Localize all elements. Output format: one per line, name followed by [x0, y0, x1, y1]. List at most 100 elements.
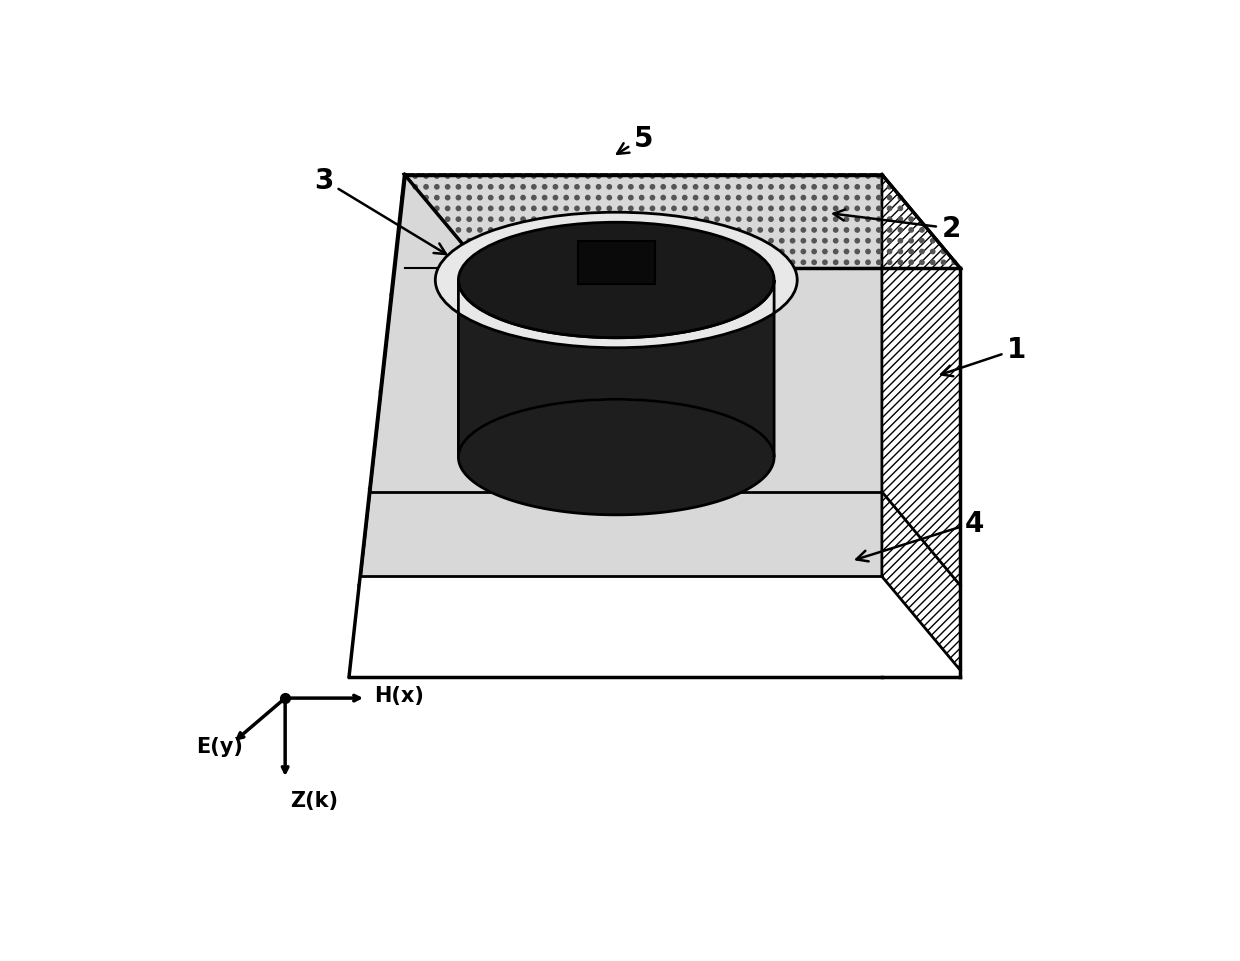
Circle shape	[713, 616, 718, 621]
Circle shape	[433, 670, 438, 675]
Circle shape	[456, 207, 460, 211]
Circle shape	[779, 562, 782, 567]
Circle shape	[595, 283, 599, 286]
Circle shape	[769, 229, 774, 233]
Circle shape	[412, 573, 415, 578]
Circle shape	[683, 239, 687, 244]
Circle shape	[811, 380, 815, 383]
Circle shape	[433, 250, 438, 255]
Circle shape	[487, 229, 491, 233]
Circle shape	[768, 455, 771, 459]
Circle shape	[520, 433, 523, 437]
Circle shape	[724, 433, 729, 437]
Circle shape	[832, 401, 836, 406]
Circle shape	[520, 605, 523, 610]
Circle shape	[433, 659, 438, 664]
Polygon shape	[882, 175, 961, 677]
Circle shape	[671, 530, 675, 534]
Circle shape	[724, 260, 729, 265]
Circle shape	[531, 175, 534, 179]
Circle shape	[433, 638, 438, 642]
Circle shape	[584, 465, 588, 470]
Circle shape	[811, 229, 815, 233]
Circle shape	[627, 229, 631, 233]
Circle shape	[703, 411, 707, 416]
Circle shape	[683, 229, 687, 233]
Circle shape	[487, 477, 491, 480]
Circle shape	[627, 272, 631, 276]
Circle shape	[703, 530, 707, 534]
Circle shape	[790, 175, 795, 179]
Circle shape	[649, 433, 653, 437]
Circle shape	[704, 196, 708, 201]
Circle shape	[379, 477, 383, 480]
Circle shape	[573, 357, 578, 362]
Circle shape	[756, 498, 761, 502]
Circle shape	[692, 444, 696, 448]
Circle shape	[412, 401, 415, 406]
Circle shape	[444, 627, 448, 631]
Circle shape	[779, 508, 782, 513]
Circle shape	[812, 250, 816, 255]
Circle shape	[497, 552, 502, 555]
Circle shape	[768, 283, 771, 286]
Circle shape	[735, 336, 739, 340]
Circle shape	[756, 638, 761, 642]
Circle shape	[844, 175, 848, 179]
Circle shape	[616, 272, 621, 276]
Circle shape	[811, 411, 815, 416]
Circle shape	[423, 185, 427, 189]
Circle shape	[703, 477, 707, 480]
Circle shape	[531, 573, 534, 578]
Circle shape	[745, 411, 750, 416]
Circle shape	[573, 293, 578, 298]
Circle shape	[713, 401, 718, 406]
Circle shape	[584, 380, 588, 383]
Circle shape	[649, 411, 653, 416]
Circle shape	[821, 649, 826, 653]
Circle shape	[541, 530, 546, 534]
Circle shape	[713, 336, 718, 340]
Circle shape	[605, 477, 610, 480]
Circle shape	[800, 401, 804, 406]
Circle shape	[563, 605, 567, 610]
Circle shape	[573, 411, 578, 416]
Circle shape	[735, 519, 739, 524]
Circle shape	[605, 185, 610, 189]
Circle shape	[455, 465, 459, 470]
Circle shape	[769, 239, 774, 244]
Circle shape	[487, 196, 491, 201]
Circle shape	[724, 423, 729, 427]
Circle shape	[692, 423, 696, 427]
Circle shape	[637, 552, 642, 555]
Circle shape	[423, 552, 427, 555]
Circle shape	[660, 552, 663, 555]
Circle shape	[401, 347, 405, 352]
Circle shape	[412, 444, 415, 448]
Circle shape	[756, 260, 761, 265]
Circle shape	[563, 401, 567, 406]
Circle shape	[909, 239, 914, 244]
Circle shape	[531, 423, 534, 427]
Circle shape	[660, 477, 663, 480]
Circle shape	[748, 229, 751, 233]
Circle shape	[637, 347, 642, 352]
Circle shape	[821, 380, 826, 383]
Circle shape	[455, 229, 459, 233]
Circle shape	[444, 616, 448, 621]
Circle shape	[715, 250, 719, 255]
Circle shape	[357, 616, 362, 621]
Circle shape	[608, 260, 611, 265]
Circle shape	[510, 175, 515, 179]
Circle shape	[649, 368, 653, 373]
Circle shape	[465, 175, 470, 179]
Circle shape	[660, 616, 663, 621]
Circle shape	[692, 477, 696, 480]
Circle shape	[768, 357, 771, 362]
Circle shape	[713, 304, 718, 308]
Circle shape	[608, 175, 611, 179]
Circle shape	[864, 433, 869, 437]
Circle shape	[521, 207, 526, 211]
Circle shape	[455, 519, 459, 524]
Circle shape	[681, 552, 686, 555]
